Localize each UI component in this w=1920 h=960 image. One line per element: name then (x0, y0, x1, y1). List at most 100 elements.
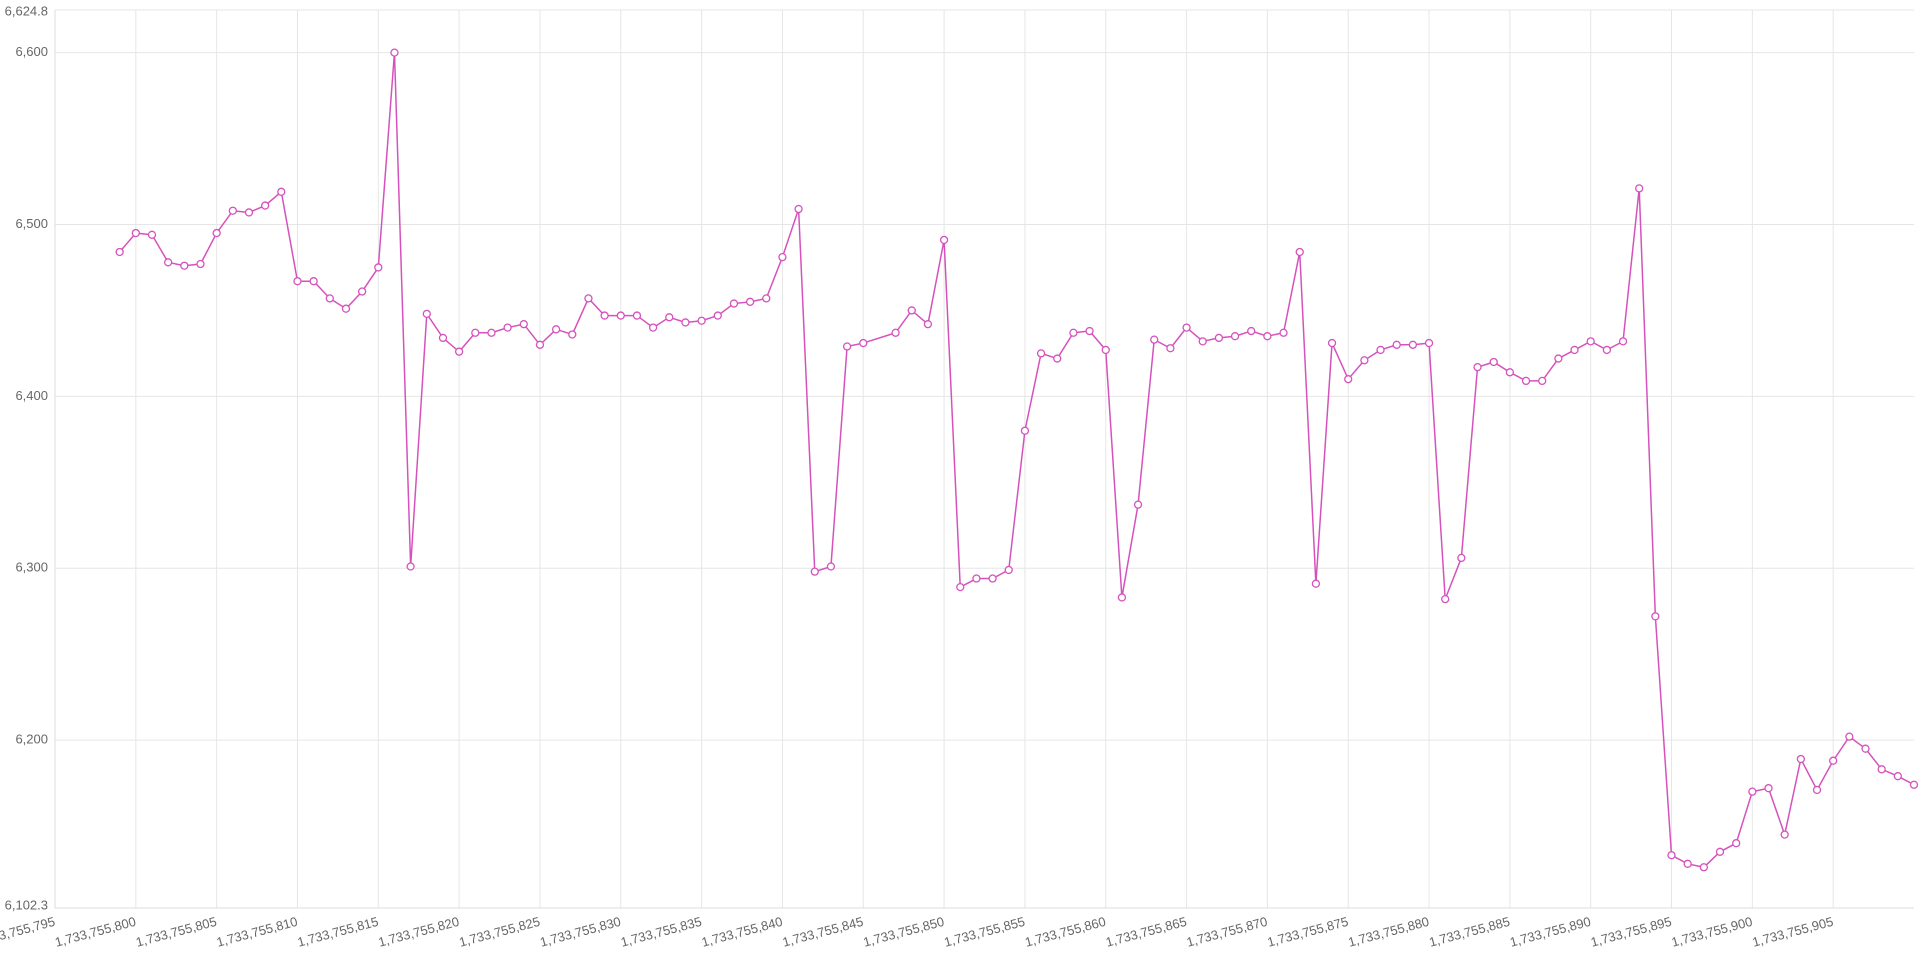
point (1812, 785, 1822, 795)
point (1651, 612, 1660, 621)
point (1683, 859, 1692, 868)
point (584, 294, 593, 303)
point (1053, 354, 1062, 363)
point (778, 252, 787, 262)
x-tick-label: 1,733,755,905 (1751, 914, 1835, 950)
point (1327, 338, 1337, 348)
x-tick-label: 1,733,755,855 (942, 914, 1026, 950)
x-tick-label: 1,733,755,820 (377, 914, 461, 950)
point (1344, 375, 1353, 384)
point (1133, 500, 1143, 509)
point (374, 263, 383, 272)
point (260, 201, 270, 210)
point (293, 277, 302, 286)
point (1764, 784, 1773, 793)
point (244, 208, 254, 217)
point (422, 309, 431, 319)
point (1618, 337, 1628, 346)
x-tick-label: 1,733,755,815 (296, 914, 380, 950)
point (277, 187, 286, 196)
y-tick-label: 6,102.3 (5, 897, 48, 912)
point (309, 277, 318, 286)
point (810, 567, 819, 576)
point (551, 325, 561, 334)
point (228, 206, 237, 215)
point (1489, 357, 1498, 367)
point (1602, 345, 1612, 355)
point (632, 311, 642, 320)
x-tick-label: 1,733,755,890 (1508, 914, 1592, 950)
x-tick-label: 1,733,755,850 (862, 914, 946, 950)
point (697, 316, 706, 325)
point (357, 287, 367, 296)
point (1877, 765, 1886, 774)
point (842, 342, 852, 351)
point (1586, 337, 1595, 346)
point (600, 311, 609, 320)
point (147, 230, 157, 239)
point (665, 313, 674, 322)
point (568, 330, 577, 339)
point (1715, 847, 1725, 856)
point (454, 347, 464, 356)
point (1521, 376, 1531, 386)
point (794, 204, 803, 214)
y-tick-label: 6,624.8 (5, 3, 48, 18)
point (1085, 326, 1094, 336)
x-tick-label: 1,733,755,895 (1589, 914, 1673, 950)
x-tick-label: 1,733,755,870 (1185, 914, 1269, 950)
point (972, 574, 981, 583)
point (131, 228, 140, 238)
plot (115, 48, 1919, 872)
point (729, 299, 739, 308)
point (1893, 772, 1902, 781)
x-tick-label: 1,733,755,805 (134, 914, 218, 950)
point (519, 320, 528, 329)
point (1295, 247, 1304, 257)
point (1230, 332, 1240, 341)
point (1424, 338, 1434, 348)
point (988, 574, 997, 583)
point (1554, 354, 1563, 363)
point (1473, 362, 1482, 372)
point (1861, 744, 1870, 753)
point (939, 235, 949, 245)
point (1796, 754, 1805, 764)
point (390, 48, 399, 57)
x-tick-label: 1,733,755,825 (457, 914, 541, 950)
x-tick-label: 1,733,755,840 (700, 914, 784, 950)
point (616, 311, 625, 320)
point (487, 328, 496, 337)
point (1036, 349, 1046, 358)
point (1214, 333, 1224, 343)
x-tick-label: 1,733,755,880 (1347, 914, 1431, 950)
x-tick-label: 1,733,755,865 (1104, 914, 1188, 950)
x-tick-label: 1,733,755,830 (538, 914, 622, 950)
point (859, 338, 868, 348)
point (1699, 863, 1709, 872)
point (1538, 376, 1547, 386)
point (1150, 335, 1159, 344)
point (1909, 780, 1919, 789)
point (1311, 579, 1321, 588)
x-tick-label: 1,733,755,885 (1427, 914, 1511, 950)
point (1570, 345, 1579, 355)
point (180, 261, 189, 270)
point (115, 247, 124, 257)
point (196, 259, 205, 269)
point (341, 304, 351, 313)
point (1020, 426, 1030, 435)
point (1279, 328, 1288, 337)
point (1263, 332, 1272, 341)
y-tick-label: 6,400 (15, 388, 48, 403)
point (1732, 839, 1741, 848)
point (1457, 553, 1466, 563)
point (1635, 184, 1644, 193)
point (762, 294, 771, 303)
point (1845, 732, 1854, 741)
point (681, 318, 690, 327)
y-tick-label: 6,300 (15, 560, 48, 575)
point (1101, 345, 1110, 355)
point (1441, 595, 1450, 604)
